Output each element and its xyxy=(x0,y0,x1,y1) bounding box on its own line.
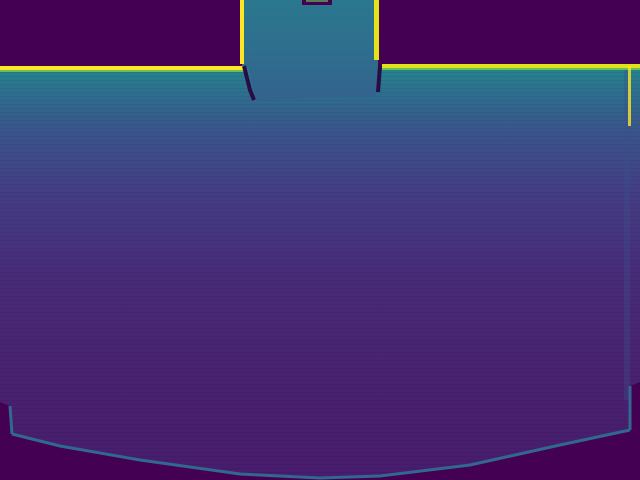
top-rim-edge xyxy=(0,64,640,72)
top-block-right-edge xyxy=(374,0,379,60)
bottom-rim-edge xyxy=(11,428,631,480)
top-block-left-edge xyxy=(240,0,244,64)
top-block-notch xyxy=(302,0,332,5)
top-block xyxy=(240,0,379,100)
side-step-edges xyxy=(242,65,631,400)
